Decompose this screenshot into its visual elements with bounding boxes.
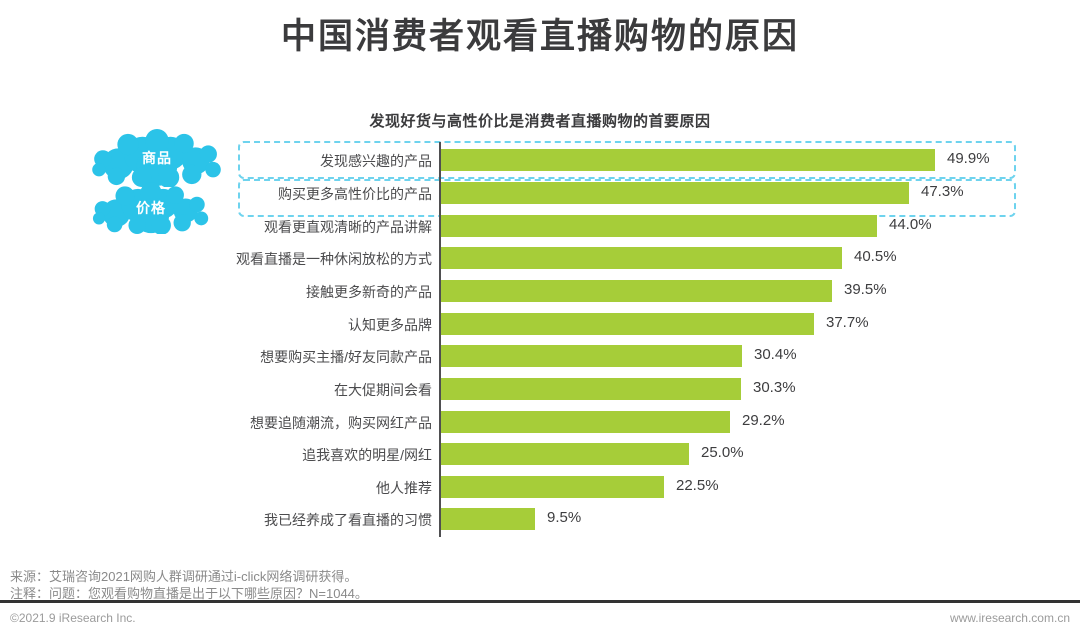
bar	[441, 279, 832, 302]
value-label: 47.3%	[921, 182, 964, 200]
value-label: 49.9%	[947, 150, 990, 168]
category-label: 想要追随潮流，购买网红产品	[250, 414, 432, 431]
bar	[441, 312, 814, 335]
category-label: 接触更多新奇的产品	[306, 283, 432, 300]
category-label: 他人推荐	[376, 479, 432, 496]
category-label: 我已经养成了看直播的习惯	[264, 512, 432, 529]
value-label: 44.0%	[889, 215, 932, 233]
value-label: 29.2%	[742, 411, 785, 429]
category-label: 观看更直观清晰的产品讲解	[264, 218, 432, 235]
highlight-dashed-box-row1	[238, 141, 1016, 179]
cloud-icon	[92, 182, 209, 234]
category-label: 追我喜欢的明星/网红	[302, 447, 432, 464]
bar	[441, 475, 664, 498]
cloud-annotation-price: 价格	[76, 182, 226, 234]
footer-source-text: 来源：艾瑞咨询2021网购人群调研通过i-click网络调研获得。	[10, 569, 358, 584]
cloud-annotation-product: 商品	[88, 129, 226, 187]
value-label: 30.3%	[753, 378, 796, 396]
category-label: 发现感兴趣的产品	[320, 153, 432, 170]
value-label: 9.5%	[547, 509, 582, 527]
footer-copyright-text: ©2021.9 iResearch Inc.	[10, 611, 136, 625]
category-label: 在大促期间会看	[334, 381, 432, 398]
value-label: 25.0%	[701, 444, 744, 462]
category-label: 购买更多高性价比的产品	[278, 185, 432, 202]
bar	[441, 377, 741, 400]
chart-subtitle: 发现好货与高性价比是消费者直播购物的首要原因	[369, 113, 711, 130]
page-title: 中国消费者观看直播购物的原因	[280, 17, 799, 56]
value-label: 40.5%	[854, 248, 897, 266]
bar	[441, 443, 689, 466]
value-label: 37.7%	[826, 313, 869, 331]
category-label: 认知更多品牌	[348, 316, 432, 333]
category-label: 想要购买主播/好友同款产品	[260, 349, 432, 366]
bar	[441, 247, 842, 270]
cloud-label-price: 价格	[136, 200, 166, 216]
bar	[441, 181, 909, 204]
footer-divider-line	[0, 600, 1080, 603]
value-label: 22.5%	[676, 476, 719, 494]
value-label: 30.4%	[754, 346, 797, 364]
footer-website-link[interactable]: www.iresearch.com.cn	[949, 611, 1070, 625]
cloud-label-product: 商品	[142, 150, 172, 166]
bar	[441, 345, 742, 368]
category-label: 观看直播是一种休闲放松的方式	[236, 251, 432, 268]
footer-note-text: 注释：问题：您观看购物直播是出于以下哪些原因？N=1044。	[10, 586, 368, 601]
bar	[441, 214, 877, 237]
bar	[441, 410, 730, 433]
category-axis-line	[439, 142, 441, 537]
bar	[441, 149, 935, 172]
value-label: 39.5%	[844, 280, 887, 298]
cloud-icon	[92, 129, 221, 187]
bar	[441, 508, 535, 531]
